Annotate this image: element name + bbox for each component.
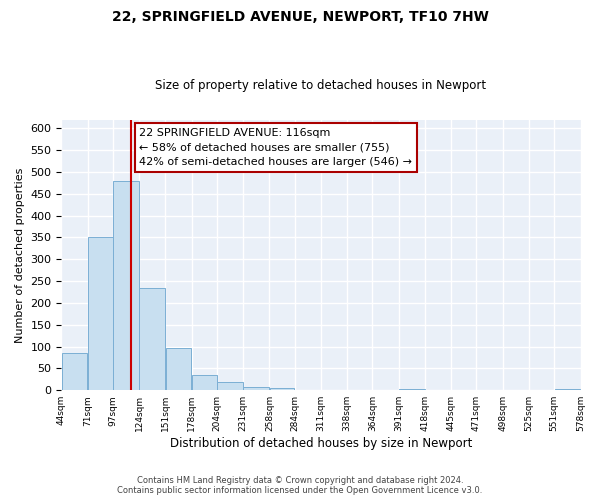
Text: Contains HM Land Registry data © Crown copyright and database right 2024.
Contai: Contains HM Land Registry data © Crown c… <box>118 476 482 495</box>
Title: Size of property relative to detached houses in Newport: Size of property relative to detached ho… <box>155 79 487 92</box>
Bar <box>217 382 243 390</box>
X-axis label: Distribution of detached houses by size in Newport: Distribution of detached houses by size … <box>170 437 472 450</box>
Bar <box>244 386 269 390</box>
Text: 22, SPRINGFIELD AVENUE, NEWPORT, TF10 7HW: 22, SPRINGFIELD AVENUE, NEWPORT, TF10 7H… <box>112 10 488 24</box>
Bar <box>192 375 217 390</box>
Text: 22 SPRINGFIELD AVENUE: 116sqm
← 58% of detached houses are smaller (755)
42% of : 22 SPRINGFIELD AVENUE: 116sqm ← 58% of d… <box>139 128 412 168</box>
Bar <box>166 348 191 390</box>
Bar <box>269 388 295 390</box>
Bar <box>62 353 88 390</box>
Bar <box>139 288 165 390</box>
Y-axis label: Number of detached properties: Number of detached properties <box>15 167 25 342</box>
Bar <box>88 238 113 390</box>
Bar <box>113 180 139 390</box>
